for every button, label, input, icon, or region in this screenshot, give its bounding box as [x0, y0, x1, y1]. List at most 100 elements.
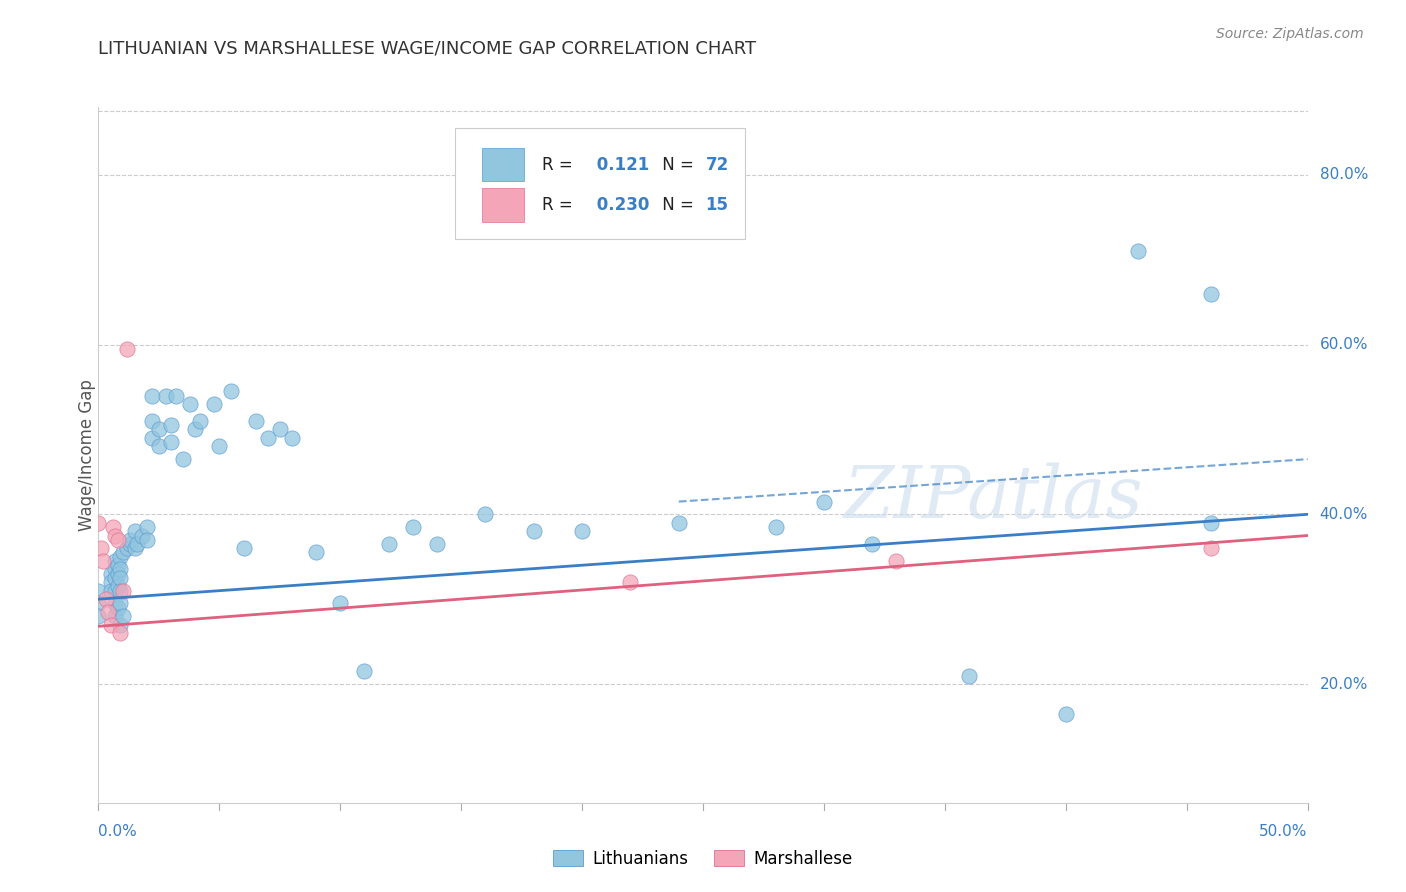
Point: [118, 533, 141, 547]
Point: [1128, 244, 1150, 259]
Point: [111, 583, 134, 598]
Point: [619, 575, 641, 590]
Point: [108, 617, 131, 632]
Point: [107, 566, 129, 581]
Point: [172, 452, 194, 467]
Point: [204, 397, 226, 411]
Point: [860, 537, 883, 551]
Point: [1199, 286, 1222, 301]
Point: [957, 668, 980, 682]
Point: [305, 545, 328, 559]
Text: LITHUANIAN VS MARSHALLESE WAGE/INCOME GAP CORRELATION CHART: LITHUANIAN VS MARSHALLESE WAGE/INCOME GA…: [98, 40, 756, 58]
Point: [107, 533, 129, 547]
Point: [104, 583, 127, 598]
Point: [1199, 516, 1222, 530]
Point: [232, 541, 254, 556]
Text: ZIPatlas: ZIPatlas: [844, 462, 1143, 533]
Point: [155, 388, 177, 402]
Point: [813, 494, 835, 508]
Point: [886, 554, 908, 568]
Point: [87, 609, 110, 624]
Point: [107, 600, 129, 615]
Point: [523, 524, 546, 539]
Point: [87, 516, 110, 530]
Point: [571, 524, 593, 539]
Point: [765, 520, 787, 534]
Text: 80.0%: 80.0%: [1320, 168, 1368, 183]
Point: [101, 520, 124, 534]
Point: [668, 516, 690, 530]
Point: [141, 414, 163, 428]
Text: N =: N =: [657, 196, 699, 214]
Point: [148, 422, 170, 436]
Legend: Lithuanians, Marshallese: Lithuanians, Marshallese: [546, 843, 860, 874]
Point: [1199, 541, 1222, 556]
Text: 0.0%: 0.0%: [98, 824, 138, 839]
Point: [97, 605, 120, 619]
Point: [104, 596, 127, 610]
Point: [256, 431, 278, 445]
Point: [135, 520, 157, 534]
Point: [100, 575, 122, 590]
Point: [107, 558, 129, 573]
Point: [148, 439, 170, 453]
Point: [107, 579, 129, 593]
Text: Source: ZipAtlas.com: Source: ZipAtlas.com: [1216, 27, 1364, 41]
Point: [402, 520, 425, 534]
Text: R =: R =: [543, 196, 578, 214]
Point: [141, 388, 163, 402]
Point: [104, 528, 127, 542]
Point: [127, 537, 149, 551]
Point: [179, 397, 201, 411]
Point: [135, 533, 157, 547]
Point: [87, 583, 110, 598]
Point: [111, 545, 134, 559]
Point: [104, 609, 127, 624]
FancyBboxPatch shape: [482, 188, 524, 222]
Text: N =: N =: [657, 156, 699, 174]
Point: [124, 524, 146, 539]
Point: [208, 439, 231, 453]
Point: [117, 342, 139, 356]
Point: [87, 596, 110, 610]
Text: 20.0%: 20.0%: [1320, 676, 1368, 691]
Point: [100, 583, 122, 598]
Point: [91, 554, 114, 568]
Point: [269, 422, 291, 436]
Text: 60.0%: 60.0%: [1320, 337, 1368, 352]
Point: [94, 592, 117, 607]
Point: [160, 435, 183, 450]
Point: [1054, 706, 1077, 721]
FancyBboxPatch shape: [456, 128, 745, 239]
Point: [245, 414, 267, 428]
Point: [104, 562, 127, 576]
Point: [117, 541, 139, 556]
Point: [118, 537, 141, 551]
Point: [108, 562, 131, 576]
Text: 72: 72: [706, 156, 728, 174]
Text: 40.0%: 40.0%: [1320, 507, 1368, 522]
Point: [100, 566, 122, 581]
Point: [108, 583, 131, 598]
Point: [141, 431, 163, 445]
Text: 15: 15: [706, 196, 728, 214]
Point: [353, 665, 375, 679]
Point: [108, 626, 131, 640]
Point: [474, 508, 496, 522]
Point: [111, 609, 134, 624]
Point: [90, 541, 112, 556]
Text: 0.121: 0.121: [591, 156, 655, 174]
Text: 50.0%: 50.0%: [1260, 824, 1308, 839]
Point: [184, 422, 207, 436]
Point: [108, 596, 131, 610]
Text: R =: R =: [543, 156, 578, 174]
Point: [104, 571, 127, 585]
Point: [426, 537, 449, 551]
FancyBboxPatch shape: [482, 148, 524, 181]
Point: [329, 596, 352, 610]
Y-axis label: Wage/Income Gap: Wage/Income Gap: [79, 379, 96, 531]
Point: [108, 571, 131, 585]
Point: [281, 431, 304, 445]
Text: 0.230: 0.230: [591, 196, 655, 214]
Point: [188, 414, 211, 428]
